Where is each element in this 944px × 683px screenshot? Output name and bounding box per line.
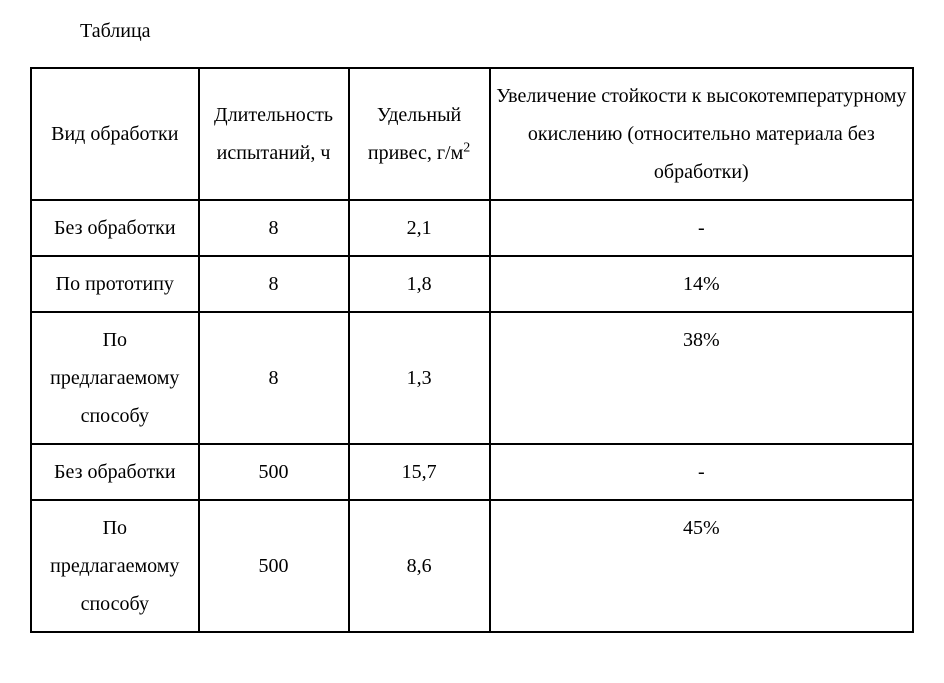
- cell-weight: 2,1: [349, 200, 490, 256]
- cell-weight: 15,7: [349, 444, 490, 500]
- table-title: Таблица: [80, 20, 914, 43]
- cell-duration: 8: [199, 312, 349, 444]
- header-cell-duration: Длительность испытаний, ч: [199, 68, 349, 200]
- table-row: По предлагаемому способу 8 1,3 38%: [31, 312, 913, 444]
- cell-duration: 500: [199, 444, 349, 500]
- header-row: Вид обработки Длительность испытаний, ч …: [31, 68, 913, 200]
- cell-type: По предлагаемому способу: [31, 500, 199, 632]
- header-cell-resistance: Увеличение стойкости к высокотемпературн…: [490, 68, 913, 200]
- cell-type: По прототипу: [31, 256, 199, 312]
- cell-duration: 8: [199, 256, 349, 312]
- cell-duration: 500: [199, 500, 349, 632]
- header-cell-weight: Удельный привес, г/м2: [349, 68, 490, 200]
- table-body: Без обработки 8 2,1 - По прототипу 8 1,8…: [31, 200, 913, 632]
- data-table: Вид обработки Длительность испытаний, ч …: [30, 67, 914, 633]
- cell-weight: 1,8: [349, 256, 490, 312]
- table-row: По прототипу 8 1,8 14%: [31, 256, 913, 312]
- cell-resistance: -: [490, 444, 913, 500]
- cell-resistance: 45%: [490, 500, 913, 632]
- cell-type: По предлагаемому способу: [31, 312, 199, 444]
- table-row: По предлагаемому способу 500 8,6 45%: [31, 500, 913, 632]
- header-weight-sup: 2: [463, 140, 470, 155]
- cell-duration: 8: [199, 200, 349, 256]
- cell-type: Без обработки: [31, 444, 199, 500]
- cell-weight: 1,3: [349, 312, 490, 444]
- cell-type: Без обработки: [31, 200, 199, 256]
- header-weight-text: Удельный привес, г/м: [368, 104, 463, 164]
- cell-weight: 8,6: [349, 500, 490, 632]
- table-row: Без обработки 500 15,7 -: [31, 444, 913, 500]
- table-header: Вид обработки Длительность испытаний, ч …: [31, 68, 913, 200]
- cell-resistance: 14%: [490, 256, 913, 312]
- cell-resistance: 38%: [490, 312, 913, 444]
- table-row: Без обработки 8 2,1 -: [31, 200, 913, 256]
- cell-resistance: -: [490, 200, 913, 256]
- header-cell-type: Вид обработки: [31, 68, 199, 200]
